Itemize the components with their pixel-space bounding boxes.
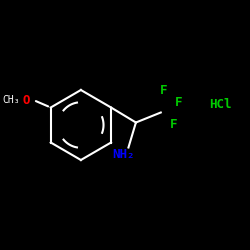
Text: CH₃: CH₃ [2,95,20,105]
Text: F: F [170,118,177,132]
Text: HCl: HCl [209,98,232,112]
Text: F: F [160,84,167,96]
Text: NH₂: NH₂ [112,148,135,162]
Text: F: F [174,96,182,109]
Text: O: O [22,94,30,106]
